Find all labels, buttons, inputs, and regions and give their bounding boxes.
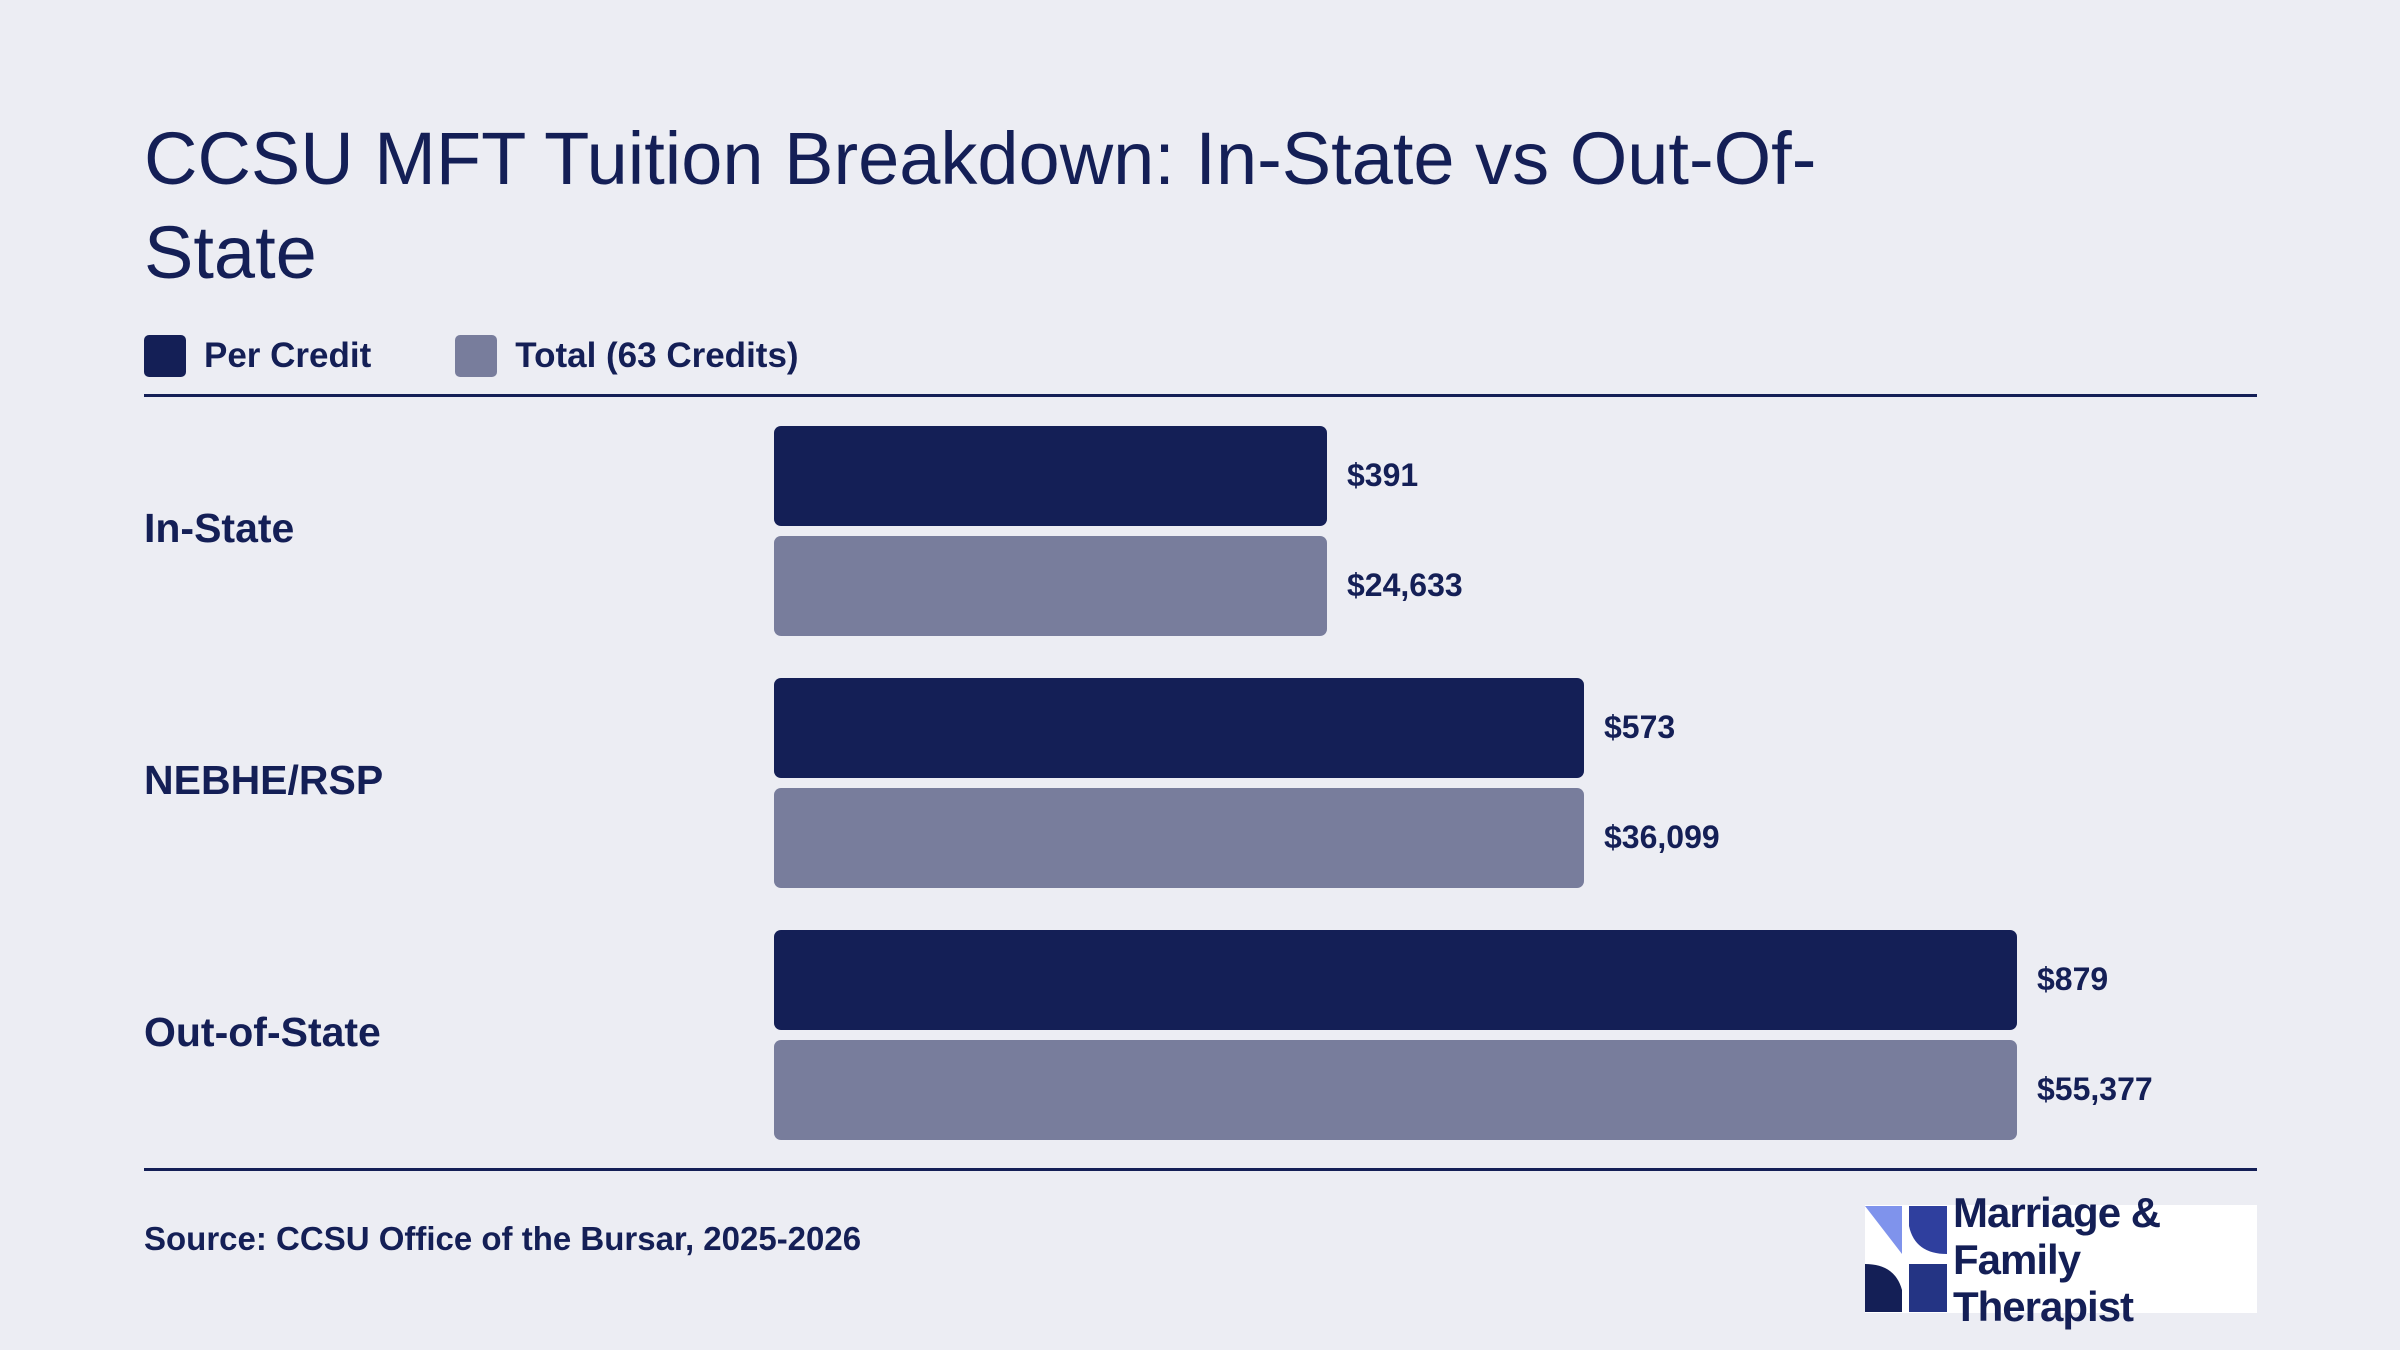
bar-per-credit <box>774 678 1584 778</box>
logo-mark-icon <box>1865 1206 1947 1312</box>
data-label: $391 <box>1347 457 1419 493</box>
data-label: $24,633 <box>1347 567 1463 603</box>
bottom-divider <box>144 1168 2257 1171</box>
data-label: $36,099 <box>1604 819 1720 855</box>
category-label: Out-of-State <box>144 1009 381 1055</box>
bar-total <box>774 536 1327 636</box>
legend-swatch-per-credit <box>144 335 186 377</box>
legend-label-per-credit: Per Credit <box>204 336 372 375</box>
legend-item-total: Total (63 Credits) <box>455 335 799 377</box>
data-label: $55,377 <box>2037 1071 2153 1107</box>
source-note: Source: CCSU Office of the Bursar, 2025-… <box>144 1220 862 1257</box>
category-label: NEBHE/RSP <box>144 757 384 803</box>
chart-title: CCSU MFT Tuition Breakdown: In-State vs … <box>144 117 1817 294</box>
category-label: In-State <box>144 505 295 551</box>
data-label: $573 <box>1604 709 1676 745</box>
logo-text: Marriage & Family Therapist <box>1953 1189 2257 1330</box>
bar-per-credit <box>774 426 1327 526</box>
legend-label-total: Total (63 Credits) <box>515 336 799 375</box>
brand-logo: Marriage & Family Therapist <box>1865 1189 2257 1330</box>
bar-total <box>774 788 1584 888</box>
top-divider <box>144 394 2257 397</box>
logo-text-line1: Marriage & Family <box>1953 1188 2161 1283</box>
data-label: $879 <box>2037 961 2109 997</box>
legend-swatch-total <box>455 335 498 377</box>
legend: Per Credit Total (63 Credits) <box>144 334 883 378</box>
bar-per-credit <box>774 930 2017 1030</box>
bar-total <box>774 1040 2017 1140</box>
logo-text-line2: Therapist <box>1953 1282 2134 1330</box>
legend-item-per-credit: Per Credit <box>144 335 371 377</box>
